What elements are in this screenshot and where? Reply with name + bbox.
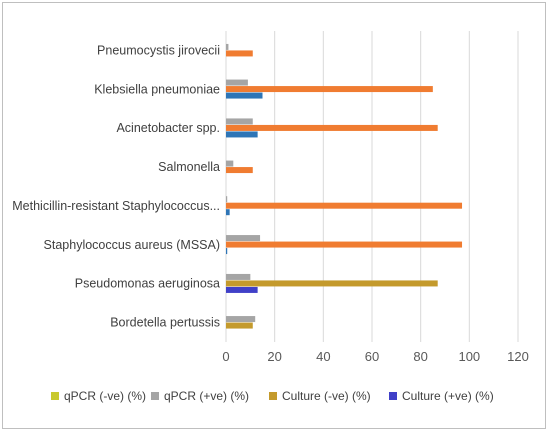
legend-swatch — [389, 392, 397, 400]
legend-label: Culture (+ve) (%) — [402, 389, 494, 403]
bar-orange — [226, 86, 433, 93]
x-tick-labels: 0 20 40 60 80 100 120 — [222, 349, 528, 364]
legend-swatch — [151, 392, 159, 400]
bar-culture-pos — [226, 286, 258, 293]
bar-qpcr-pos — [226, 273, 251, 280]
chart-frame: Pneumocystis jirovecii Klebsiella pneumon… — [2, 2, 546, 429]
category-label: Pseudomonas aeruginosa — [75, 277, 220, 291]
x-tick-label: 80 — [413, 349, 427, 364]
bar-orange — [226, 241, 463, 248]
category-label: Salmonella — [158, 160, 220, 174]
category-label: Klebsiella pneumoniae — [94, 82, 220, 96]
bar-qpcr-pos — [226, 316, 256, 323]
bar-blue — [226, 131, 258, 138]
bar-blue — [226, 248, 228, 255]
x-tick-label: 120 — [507, 349, 529, 364]
bar-qpcr-pos — [226, 79, 248, 86]
x-tick-label: 60 — [365, 349, 379, 364]
x-tick-label: 0 — [222, 349, 229, 364]
bars — [226, 43, 463, 329]
category-label: Bordetella pertussis — [110, 316, 220, 330]
legend-label: Culture (-ve) (%) — [282, 389, 371, 403]
legend: qPCR (-ve) (%) qPCR (+ve) (%) Culture (-ve… — [51, 389, 494, 403]
bar-qpcr-pos — [226, 235, 261, 242]
category-labels: Pneumocystis jirovecii Klebsiella pneumon… — [12, 43, 220, 329]
bar-qpcr-pos — [226, 196, 228, 203]
bar-blue — [226, 92, 263, 99]
x-tick-label: 40 — [316, 349, 330, 364]
bar-orange — [226, 202, 463, 209]
bar-qpcr-pos — [226, 43, 229, 50]
bar-chart: Pneumocystis jirovecii Klebsiella pneumon… — [12, 31, 529, 403]
legend-label: qPCR (+ve) (%) — [164, 389, 249, 403]
legend-swatch — [51, 392, 59, 400]
gridlines — [225, 31, 519, 342]
bar-orange — [226, 167, 253, 174]
bar-qpcr-pos — [226, 160, 234, 167]
bar-culture-neg — [226, 322, 253, 329]
bar-orange — [226, 50, 253, 57]
category-label: Methicillin-resistant Staphylococcus... — [12, 199, 220, 213]
legend-swatch — [269, 392, 277, 400]
x-tick-label: 20 — [267, 349, 281, 364]
category-label: Acinetobacter spp. — [116, 121, 220, 135]
bar-orange — [226, 124, 438, 131]
bar-qpcr-pos — [226, 118, 253, 125]
bar-blue — [226, 209, 230, 216]
category-label: Staphylococcus aureus (MSSA) — [44, 238, 220, 252]
x-tick-label: 100 — [458, 349, 480, 364]
category-label: Pneumocystis jirovecii — [97, 43, 220, 57]
bar-culture-neg — [226, 280, 438, 287]
legend-label: qPCR (-ve) (%) — [64, 389, 146, 403]
